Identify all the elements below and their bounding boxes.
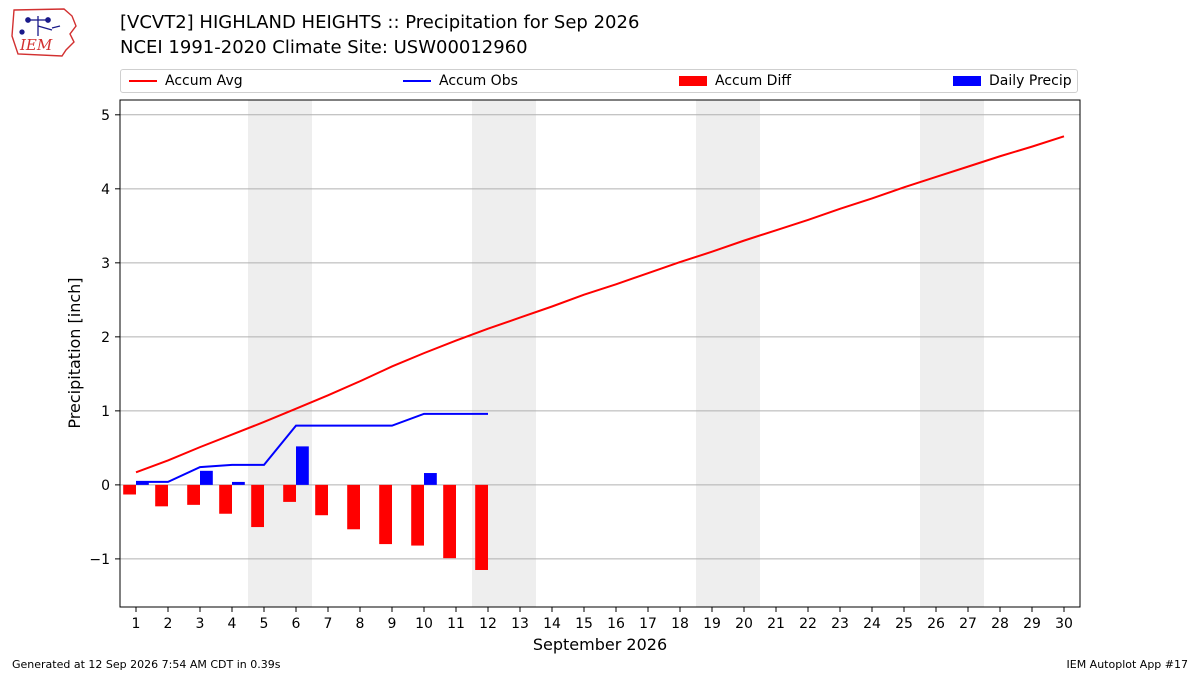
daily-precip-bar (200, 470, 213, 485)
x-tick-label: 2 (164, 616, 173, 632)
legend-swatch-accum-avg (129, 80, 157, 82)
x-tick-label: 21 (767, 616, 785, 632)
accum-diff-bar (123, 484, 136, 495)
x-tick-label: 15 (575, 616, 593, 632)
x-tick-label: 8 (356, 616, 365, 632)
x-tick-label: 7 (324, 616, 333, 632)
legend-swatch-daily-precip (953, 76, 981, 86)
y-tick-label: 4 (101, 182, 110, 198)
accum-diff-bar (315, 484, 328, 516)
x-tick-label: 1 (132, 616, 141, 632)
x-tick-label: 18 (671, 616, 689, 632)
x-tick-label: 23 (831, 616, 849, 632)
legend-item-accum-obs: Accum Obs (403, 73, 518, 89)
legend-swatch-accum-obs (403, 80, 431, 82)
x-tick-label: 25 (895, 616, 913, 632)
y-tick-label: 0 (101, 478, 110, 494)
y-tick-label: 3 (101, 256, 110, 272)
accum-diff-bar (251, 484, 264, 528)
legend-item-accum-avg: Accum Avg (129, 73, 243, 89)
daily-precip-bar (232, 481, 245, 485)
y-axis-label: Precipitation [inch] (65, 277, 84, 428)
x-tick-label: 3 (196, 616, 205, 632)
x-tick-label: 11 (447, 616, 465, 632)
accum-diff-bar (475, 484, 488, 570)
x-tick-label: 5 (260, 616, 269, 632)
x-axis-label: September 2026 (533, 635, 667, 654)
daily-precip-bar (296, 446, 309, 485)
accum-diff-bar (347, 484, 360, 530)
x-tick-label: 4 (228, 616, 237, 632)
x-tick-label: 16 (607, 616, 625, 632)
daily-precip-bar (136, 481, 149, 485)
x-tick-label: 22 (799, 616, 817, 632)
accum-diff-bar (155, 484, 168, 507)
weekend-shade-1 (248, 100, 312, 607)
app-credit: IEM Autoplot App #17 (1066, 658, 1189, 671)
legend-item-accum-diff: Accum Diff (679, 73, 791, 89)
legend-item-daily-precip: Daily Precip (953, 73, 1072, 89)
x-tick-label: 12 (479, 616, 497, 632)
legend-label-accum-diff: Accum Diff (715, 73, 792, 89)
x-tick-label: 27 (959, 616, 977, 632)
y-tick-label: 1 (101, 404, 110, 420)
x-tick-label: 13 (511, 616, 529, 632)
accum-diff-bar (379, 484, 392, 545)
x-tick-label: 10 (415, 616, 433, 632)
weekend-shade-4 (920, 100, 984, 607)
x-tick-label: 26 (927, 616, 945, 632)
generated-timestamp: Generated at 12 Sep 2026 7:54 AM CDT in … (12, 658, 281, 671)
accum-diff-bar (411, 484, 424, 546)
daily-precip-bar (424, 473, 437, 485)
accum-diff-bar (443, 484, 456, 559)
x-tick-label: 20 (735, 616, 753, 632)
accum-obs-line (136, 412, 488, 483)
y-tick-label: 5 (101, 108, 110, 124)
plot-frame (119, 99, 1081, 608)
accum-avg-line (135, 135, 1065, 474)
x-tick-label: 24 (863, 616, 881, 632)
x-tick-label: 9 (388, 616, 397, 632)
legend-label-daily-precip: Daily Precip (989, 73, 1072, 89)
x-tick-label: 14 (543, 616, 561, 632)
accum-diff-bar (219, 484, 232, 514)
x-tick-label: 30 (1055, 616, 1073, 632)
y-tick-label: 2 (101, 330, 110, 346)
legend-swatch-accum-diff (679, 76, 707, 86)
legend-label-accum-avg: Accum Avg (165, 73, 243, 89)
chart-subtitle: NCEI 1991-2020 Climate Site: USW00012960 (120, 37, 528, 58)
chart-title: [VCVT2] HIGHLAND HEIGHTS :: Precipitatio… (120, 12, 640, 33)
x-tick-label: 17 (639, 616, 657, 632)
legend-label-accum-obs: Accum Obs (439, 73, 518, 89)
y-tick-label: −1 (89, 552, 110, 568)
x-tick-label: 6 (292, 616, 301, 632)
x-tick-label: 19 (703, 616, 721, 632)
x-tick-label: 28 (991, 616, 1009, 632)
svg-text:IEM: IEM (19, 36, 53, 54)
accum-diff-bar (283, 484, 296, 502)
weekend-shade-3 (696, 100, 760, 607)
accum-diff-bar (187, 484, 200, 505)
x-tick-label: 29 (1023, 616, 1041, 632)
iem-logo: IEM (11, 8, 77, 57)
legend: Accum Avg Accum Obs Accum Diff Daily Pre… (120, 69, 1078, 93)
